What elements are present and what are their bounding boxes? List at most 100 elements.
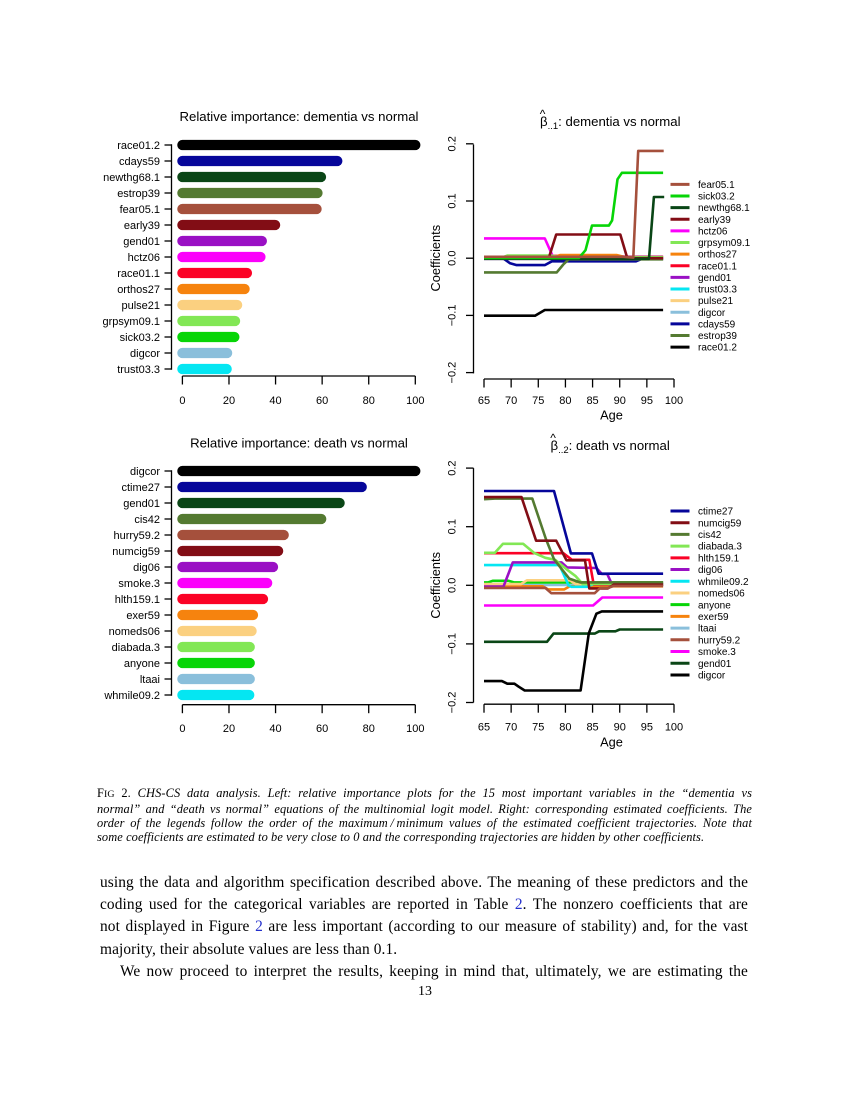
svg-text:digcor: digcor — [698, 308, 726, 319]
svg-text:0.0: 0.0 — [447, 251, 459, 266]
svg-text:ctime27: ctime27 — [698, 507, 733, 518]
svg-text:70: 70 — [505, 722, 517, 734]
svg-text:100: 100 — [406, 723, 424, 735]
svg-text:orthos27: orthos27 — [698, 250, 737, 261]
svg-text:nomeds06: nomeds06 — [698, 589, 745, 600]
svg-text:cdays59: cdays59 — [119, 156, 160, 168]
svg-text:nomeds06: nomeds06 — [109, 626, 160, 638]
svg-text:dig06: dig06 — [698, 565, 723, 576]
svg-text:cdays59: cdays59 — [698, 319, 736, 330]
svg-text:100: 100 — [665, 722, 683, 734]
svg-text:newthg68.1: newthg68.1 — [698, 203, 750, 214]
svg-text:75: 75 — [532, 722, 544, 734]
svg-text:race01.1: race01.1 — [698, 261, 737, 272]
svg-text:grpsym09.1: grpsym09.1 — [103, 316, 160, 328]
svg-text:85: 85 — [586, 395, 598, 407]
svg-text:estrop39: estrop39 — [117, 188, 160, 200]
svg-text:race01.1: race01.1 — [117, 268, 160, 280]
svg-text:estrop39: estrop39 — [698, 331, 737, 342]
svg-text:Relative importance: death vs: Relative importance: death vs normal — [190, 436, 408, 451]
svg-text:0: 0 — [179, 723, 185, 735]
svg-text:anyone: anyone — [124, 658, 160, 670]
svg-text:ctime27: ctime27 — [121, 482, 160, 494]
svg-text:gend01: gend01 — [123, 236, 160, 248]
svg-text:85: 85 — [586, 722, 598, 734]
svg-text:20: 20 — [223, 723, 235, 735]
svg-text:anyone: anyone — [698, 600, 731, 611]
svg-text:fear05.1: fear05.1 — [698, 180, 735, 191]
svg-text:ltaai: ltaai — [698, 624, 716, 635]
svg-text:early39: early39 — [124, 220, 160, 232]
svg-text:hurry59.2: hurry59.2 — [114, 530, 160, 542]
svg-text:smoke.3: smoke.3 — [698, 647, 736, 658]
svg-text:60: 60 — [316, 723, 328, 735]
svg-text:hctz06: hctz06 — [698, 226, 728, 237]
svg-text:80: 80 — [363, 723, 375, 735]
svg-text:dig06: dig06 — [133, 562, 160, 574]
svg-text:^: ^ — [550, 431, 556, 445]
svg-text:40: 40 — [269, 723, 281, 735]
svg-text:β..2: death vs normal: β..2: death vs normal — [551, 438, 670, 456]
svg-text:smoke.3: smoke.3 — [118, 578, 160, 590]
svg-text:90: 90 — [614, 395, 626, 407]
svg-text:pulse21: pulse21 — [698, 296, 733, 307]
svg-text:−0.1: −0.1 — [447, 633, 459, 655]
svg-text:100: 100 — [406, 395, 424, 407]
svg-text:80: 80 — [363, 395, 375, 407]
svg-text:95: 95 — [641, 722, 653, 734]
svg-text:0.1: 0.1 — [447, 193, 459, 208]
svg-text:cis42: cis42 — [698, 530, 722, 541]
svg-text:pulse21: pulse21 — [121, 300, 160, 312]
svg-text:grpsym09.1: grpsym09.1 — [698, 238, 751, 249]
svg-text:Age: Age — [600, 408, 623, 423]
svg-text:sick03.2: sick03.2 — [698, 192, 735, 203]
svg-text:gend01: gend01 — [698, 273, 732, 284]
svg-text:90: 90 — [614, 722, 626, 734]
svg-text:numcig59: numcig59 — [112, 546, 160, 558]
svg-text:0.2: 0.2 — [447, 460, 459, 475]
svg-text:digcor: digcor — [130, 348, 160, 360]
svg-text:hctz06: hctz06 — [128, 252, 160, 264]
svg-text:hlth159.1: hlth159.1 — [698, 553, 740, 564]
svg-text:Coefficients: Coefficients — [428, 225, 443, 292]
svg-text:whmile09.2: whmile09.2 — [103, 690, 160, 702]
svg-text:^: ^ — [540, 107, 546, 121]
svg-text:gend01: gend01 — [123, 498, 160, 510]
svg-text:hurry59.2: hurry59.2 — [698, 635, 741, 646]
svg-text:65: 65 — [478, 722, 490, 734]
svg-text:0.2: 0.2 — [447, 136, 459, 151]
svg-text:race01.2: race01.2 — [117, 140, 160, 152]
svg-text:gend01: gend01 — [698, 659, 732, 670]
svg-text:0: 0 — [179, 395, 185, 407]
svg-text:−0.1: −0.1 — [447, 305, 459, 327]
svg-text:digcor: digcor — [130, 466, 160, 478]
svg-text:exer59: exer59 — [126, 610, 160, 622]
svg-text:digcor: digcor — [698, 671, 726, 682]
svg-text:fear05.1: fear05.1 — [120, 204, 160, 216]
svg-text:trust03.3: trust03.3 — [117, 364, 160, 376]
svg-text:60: 60 — [316, 395, 328, 407]
svg-text:Coefficients: Coefficients — [428, 552, 443, 619]
svg-text:race01.2: race01.2 — [698, 343, 737, 354]
svg-text:exer59: exer59 — [698, 612, 729, 623]
svg-text:65: 65 — [478, 395, 490, 407]
svg-text:diabada.3: diabada.3 — [112, 642, 160, 654]
svg-text:newthg68.1: newthg68.1 — [103, 172, 160, 184]
svg-text:95: 95 — [641, 395, 653, 407]
svg-text:Age: Age — [600, 735, 623, 750]
svg-text:β..1: dementia vs normal: β..1: dementia vs normal — [540, 114, 681, 132]
svg-text:75: 75 — [532, 395, 544, 407]
svg-text:100: 100 — [665, 395, 683, 407]
svg-text:80: 80 — [559, 395, 571, 407]
svg-text:whmile09.2: whmile09.2 — [697, 577, 749, 588]
svg-text:0.0: 0.0 — [447, 578, 459, 593]
svg-text:cis42: cis42 — [134, 514, 160, 526]
svg-text:ltaai: ltaai — [140, 674, 160, 686]
svg-text:hlth159.1: hlth159.1 — [115, 594, 160, 606]
svg-text:−0.2: −0.2 — [447, 362, 459, 384]
svg-text:orthos27: orthos27 — [117, 284, 160, 296]
svg-text:−0.2: −0.2 — [447, 692, 459, 714]
svg-text:trust03.3: trust03.3 — [698, 285, 737, 296]
svg-text:diabada.3: diabada.3 — [698, 542, 742, 553]
svg-text:numcig59: numcig59 — [698, 518, 742, 529]
